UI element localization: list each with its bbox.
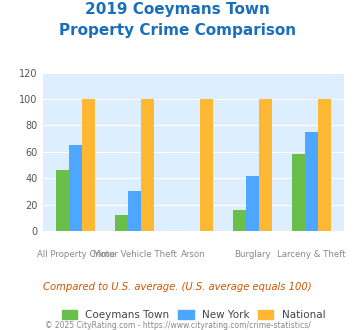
Bar (292, 154, 305, 231)
Bar (128, 191, 141, 231)
Text: Property Crime Comparison: Property Crime Comparison (59, 23, 296, 38)
Bar (259, 99, 272, 231)
Text: Larceny & Theft: Larceny & Theft (277, 250, 345, 259)
Bar (82, 99, 95, 231)
Text: All Property Crime: All Property Crime (37, 250, 115, 259)
Bar (246, 176, 259, 231)
Bar (318, 99, 331, 231)
Text: Arson: Arson (181, 250, 206, 259)
Text: Burglary: Burglary (234, 250, 271, 259)
Bar (115, 215, 128, 231)
Bar (200, 99, 213, 231)
Bar (56, 170, 69, 231)
Bar (69, 145, 82, 231)
Text: © 2025 CityRating.com - https://www.cityrating.com/crime-statistics/: © 2025 CityRating.com - https://www.city… (45, 321, 310, 330)
Text: Compared to U.S. average. (U.S. average equals 100): Compared to U.S. average. (U.S. average … (43, 282, 312, 292)
Text: 2019 Coeymans Town: 2019 Coeymans Town (85, 2, 270, 16)
Legend: Coeymans Town, New York, National: Coeymans Town, New York, National (58, 306, 329, 324)
Text: Motor Vehicle Theft: Motor Vehicle Theft (93, 250, 176, 259)
Bar (233, 210, 246, 231)
Bar (305, 132, 318, 231)
Bar (141, 99, 154, 231)
